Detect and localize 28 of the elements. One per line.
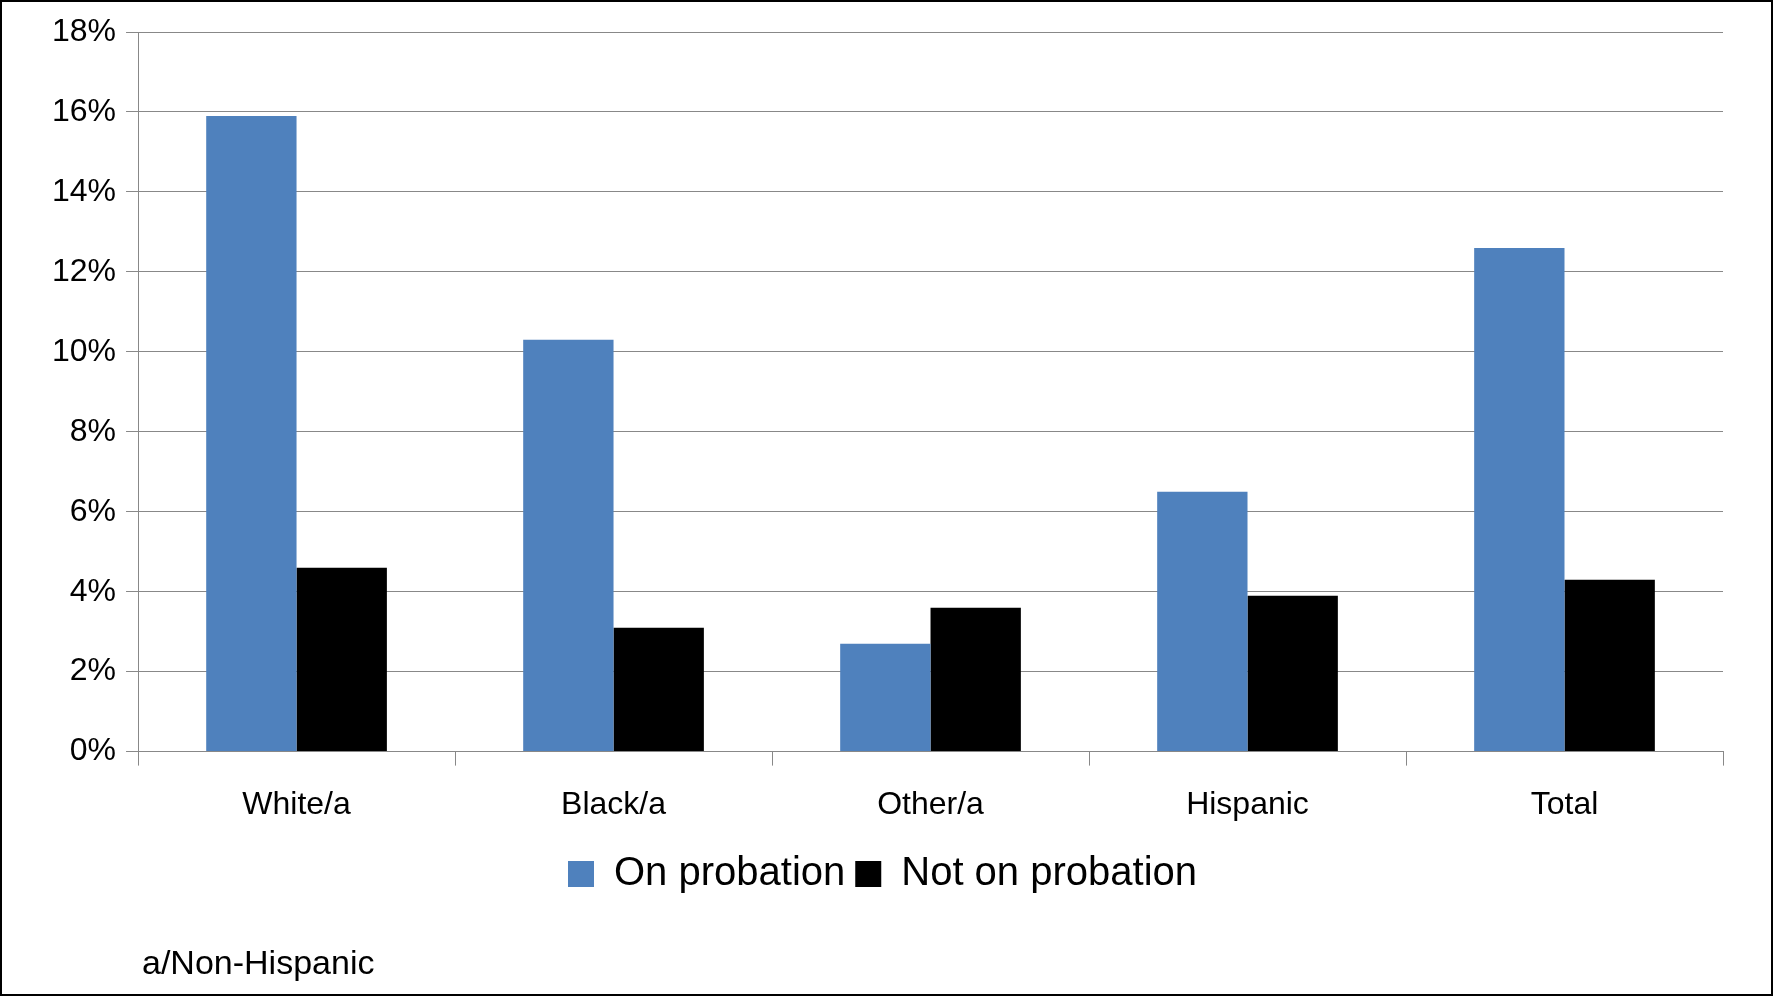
x-tick-label: White/a <box>242 784 351 821</box>
y-tick-label: 16% <box>52 91 117 128</box>
x-tick-label: Black/a <box>561 784 667 821</box>
bar <box>613 627 704 752</box>
y-tick-label: 4% <box>69 571 117 608</box>
bar <box>840 643 931 752</box>
y-tick-label: 18% <box>52 11 117 48</box>
bar <box>206 115 297 752</box>
y-tick-label: 0% <box>69 731 117 768</box>
y-tick-label: 10% <box>52 331 117 368</box>
bar <box>523 339 614 752</box>
bar <box>1564 579 1655 752</box>
y-tick-label: 2% <box>69 651 117 688</box>
y-tick-label: 14% <box>52 171 117 208</box>
x-tick-label: Total <box>1530 784 1599 821</box>
y-tick-label: 6% <box>69 491 117 528</box>
bar <box>1474 247 1565 752</box>
bar <box>930 607 1021 752</box>
x-tick-label: Other/a <box>877 784 985 821</box>
x-tick-label: Hispanic <box>1186 784 1309 821</box>
y-tick-label: 8% <box>69 411 117 448</box>
bar <box>296 567 387 752</box>
legend-label: On probation <box>613 849 846 894</box>
bar <box>1157 491 1248 752</box>
legend-label: Not on probation <box>901 849 1198 894</box>
text: a/Non-Hispanic <box>142 943 375 982</box>
y-tick-label: 12% <box>52 251 117 288</box>
bar <box>1247 595 1338 752</box>
